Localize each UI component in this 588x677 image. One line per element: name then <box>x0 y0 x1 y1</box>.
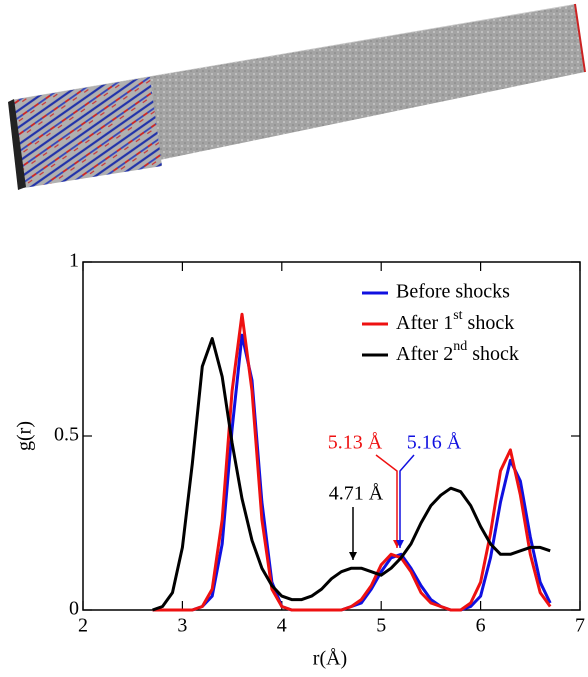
legend-label: Before shocks <box>396 281 510 303</box>
x-tick-label: 6 <box>476 615 486 637</box>
x-tick-label: 7 <box>575 615 585 637</box>
legend-label: After 2nd shock <box>396 339 519 364</box>
x-tick-label: 3 <box>177 615 187 637</box>
x-axis-title: r(Å) <box>313 648 347 670</box>
x-tick-label: 4 <box>277 615 287 637</box>
data-line <box>153 339 551 610</box>
y-axis-title: g(r) <box>14 421 36 451</box>
page: {"chart_data": { "type": "line", "x": [2… <box>0 0 588 672</box>
annotation: 5.16 Å <box>407 432 462 454</box>
x-tick-label: 5 <box>376 615 386 637</box>
y-tick-label: 0 <box>69 598 79 620</box>
legend-label: After 1st shock <box>396 308 514 333</box>
figure: r(Å) g(r) 2 3 4 5 6 7 0 0.5 1 Before shocks After … <box>0 0 588 672</box>
annotation: 4.71 Å <box>329 483 384 505</box>
defect-region <box>12 77 162 188</box>
annotation: 5.13 Å <box>328 432 383 454</box>
y-tick-label: 1 <box>69 250 79 272</box>
simulation-box <box>8 4 585 190</box>
arrow-head <box>349 552 357 560</box>
x-tick-label: 2 <box>78 615 88 637</box>
annotation-arrow <box>400 455 414 548</box>
y-tick-label: 0.5 <box>54 424 79 446</box>
